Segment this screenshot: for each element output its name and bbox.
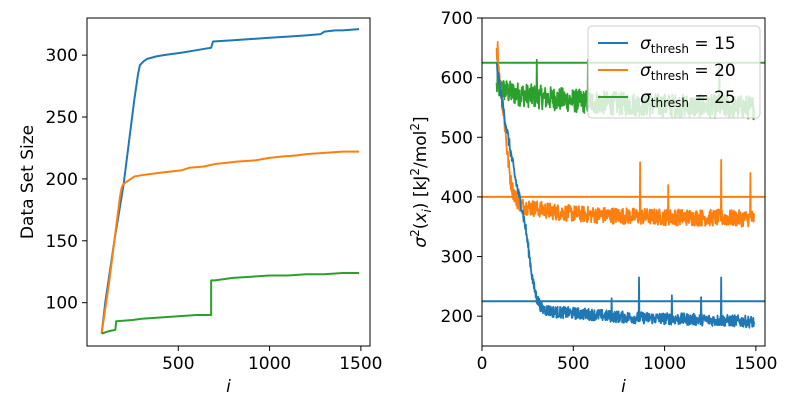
left-y-ticks: 100 150 200 250 300 — [46, 46, 87, 314]
y-tick-label: 100 — [46, 294, 78, 314]
series-line-1 — [100, 150, 360, 334]
legend-box — [587, 25, 761, 119]
x-tick-label: 1500 — [339, 354, 382, 374]
y-tick-label: 200 — [441, 307, 473, 327]
right-x-ticks: 0 500 1000 1500 — [477, 346, 778, 374]
series-line-0 — [100, 28, 360, 334]
y-tick-label: 600 — [441, 69, 473, 89]
right-plot-area — [482, 40, 765, 329]
right-chart: 0 500 1000 1500 200 300 400 500 600 700 i σ2(xi)… — [408, 9, 778, 397]
right-y-ticks: 200 300 400 500 600 700 — [441, 9, 482, 327]
legend-label: σthresh = 15 — [640, 34, 736, 56]
right-x-axis-label: i — [621, 377, 626, 397]
y-tick-label: 300 — [46, 46, 78, 66]
left-y-axis-label: Data Set Size — [18, 125, 38, 239]
y-tick-label: 500 — [441, 128, 473, 148]
y-tick-label: 150 — [46, 232, 78, 252]
series-line-1 — [495, 40, 755, 228]
series-line-2 — [101, 271, 360, 335]
left-axes-frame — [86, 17, 371, 347]
y-tick-label: 250 — [46, 108, 78, 128]
x-tick-label: 1500 — [734, 354, 777, 374]
left-plot-area — [100, 28, 360, 335]
left-chart: 500 1000 1500 100 150 200 250 300 i Data Set S… — [18, 17, 383, 397]
legend-label: σthresh = 25 — [640, 88, 736, 110]
left-x-axis-label: i — [226, 377, 231, 397]
right-axes-frame — [481, 17, 766, 347]
series-line-0 — [495, 62, 755, 329]
y-tick-label: 200 — [46, 170, 78, 190]
left-x-ticks: 500 1000 1500 — [162, 346, 383, 374]
right-y-axis-label: σ2(xi) [kJ2/mol2] — [408, 116, 434, 247]
y-tick-label: 300 — [441, 248, 473, 268]
x-tick-label: 1000 — [643, 354, 686, 374]
y-tick-label: 400 — [441, 188, 473, 208]
legend-label: σthresh = 20 — [640, 61, 736, 83]
x-tick-label: 1000 — [248, 354, 291, 374]
y-tick-label: 700 — [441, 9, 473, 29]
x-tick-label: 500 — [557, 354, 589, 374]
x-tick-label: 0 — [477, 354, 488, 374]
right-legend: σthresh = 15 σthresh = 20 σthresh = 25 — [587, 25, 761, 119]
x-tick-label: 500 — [162, 354, 194, 374]
